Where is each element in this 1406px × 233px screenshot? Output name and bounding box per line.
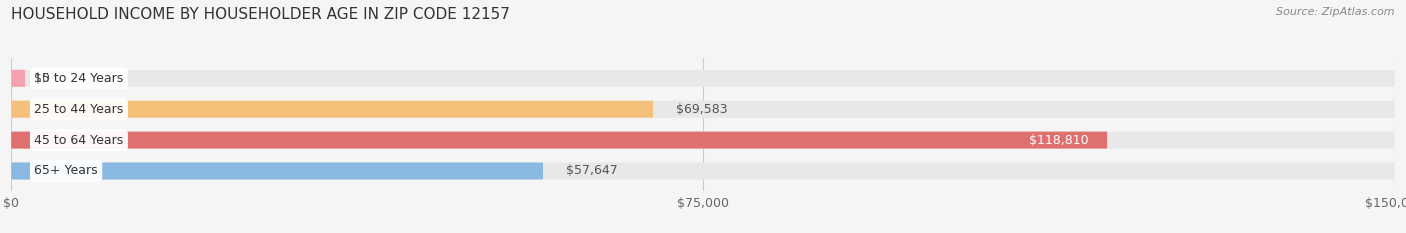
Text: $0: $0: [34, 72, 51, 85]
Text: 65+ Years: 65+ Years: [34, 164, 98, 178]
Text: 45 to 64 Years: 45 to 64 Years: [34, 134, 124, 147]
Text: $57,647: $57,647: [567, 164, 617, 178]
FancyBboxPatch shape: [11, 162, 543, 179]
Text: $118,810: $118,810: [1029, 134, 1088, 147]
FancyBboxPatch shape: [11, 132, 1107, 149]
Text: 25 to 44 Years: 25 to 44 Years: [34, 103, 124, 116]
FancyBboxPatch shape: [11, 70, 1395, 87]
Text: $69,583: $69,583: [676, 103, 728, 116]
FancyBboxPatch shape: [11, 132, 1395, 149]
Text: Source: ZipAtlas.com: Source: ZipAtlas.com: [1277, 7, 1395, 17]
FancyBboxPatch shape: [11, 101, 1395, 118]
FancyBboxPatch shape: [11, 101, 652, 118]
FancyBboxPatch shape: [11, 162, 1395, 179]
Text: 15 to 24 Years: 15 to 24 Years: [34, 72, 124, 85]
Text: HOUSEHOLD INCOME BY HOUSEHOLDER AGE IN ZIP CODE 12157: HOUSEHOLD INCOME BY HOUSEHOLDER AGE IN Z…: [11, 7, 510, 22]
FancyBboxPatch shape: [11, 70, 25, 87]
